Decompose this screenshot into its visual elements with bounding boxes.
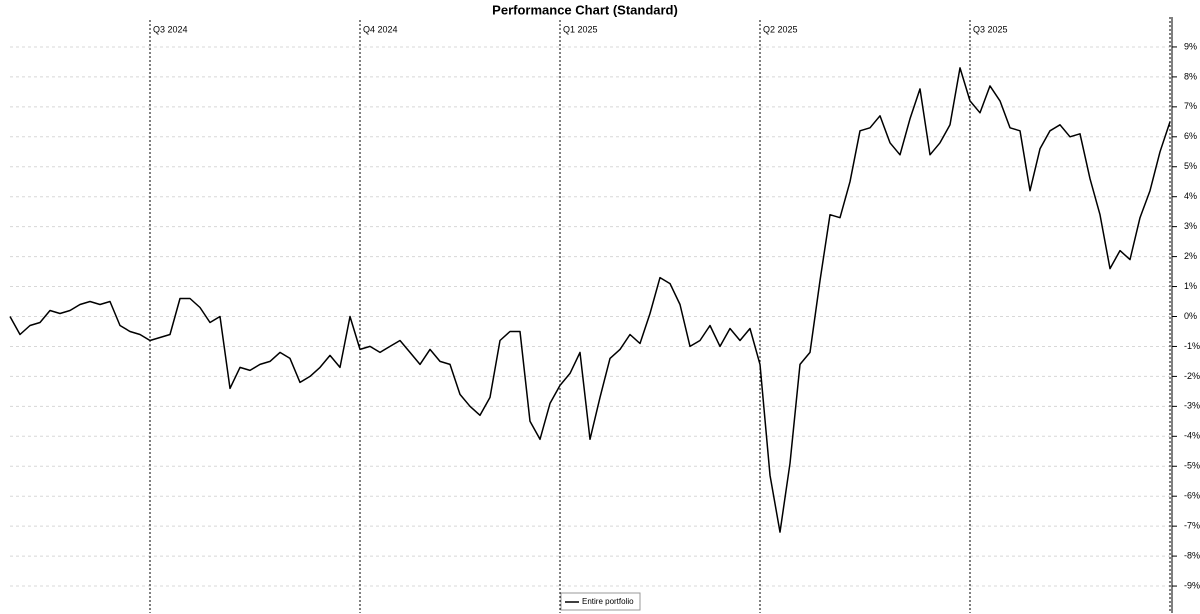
data-line [9, 67, 1171, 533]
y-tick-label: -7% [1184, 521, 1200, 531]
y-tick-label: 3% [1184, 221, 1197, 231]
y-tick-label: -4% [1184, 431, 1200, 441]
legend-box [560, 592, 641, 611]
legend: Entire portfolio [560, 592, 641, 611]
y-tick-label: 9% [1184, 41, 1197, 51]
y-tick-label: 1% [1184, 281, 1197, 291]
y-tick-label: -3% [1184, 401, 1200, 411]
y-tick-label: -8% [1184, 550, 1200, 560]
x-tick-label: Q2 2025 [763, 24, 798, 34]
x-tick-label: Q4 2024 [363, 24, 398, 34]
y-tick-label: -6% [1184, 491, 1200, 501]
x-tick-label: Q3 2024 [153, 24, 188, 34]
y-tick-label: 5% [1184, 161, 1197, 171]
x-tick-label: Q1 2025 [563, 24, 598, 34]
y-tick-label: -9% [1184, 580, 1200, 590]
legend-label: Entire portfolio [582, 597, 634, 606]
y-tick-label: -5% [1184, 461, 1200, 471]
y-tick-label: 6% [1184, 131, 1197, 141]
y-tick-label: -1% [1184, 341, 1200, 351]
y-tick-label: 0% [1184, 311, 1197, 321]
chart-title: Performance Chart (Standard) [492, 2, 678, 17]
y-tick-label: 2% [1184, 251, 1197, 261]
y-tick-label: 8% [1184, 71, 1197, 81]
y-tick-label: 4% [1184, 191, 1197, 201]
y-tick-label: -2% [1184, 371, 1200, 381]
y-tick-label: 7% [1184, 101, 1197, 111]
x-tick-label: Q3 2025 [973, 24, 1008, 34]
